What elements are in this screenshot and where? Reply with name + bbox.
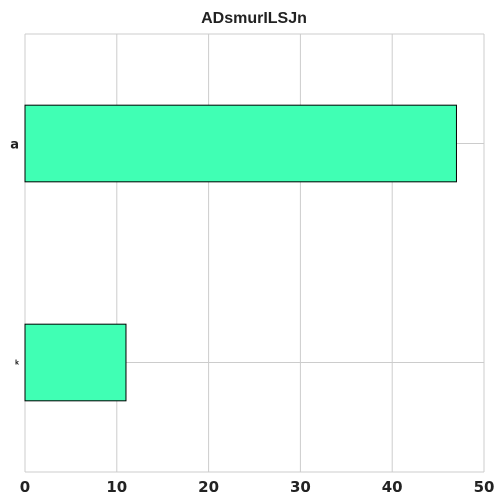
- x-tick-label: 20: [198, 478, 219, 496]
- y-tick-label-a: a: [10, 138, 19, 153]
- y-axis-labels: ak: [10, 138, 20, 367]
- bar-a: [24, 104, 457, 183]
- chart-title: ADsmurILSJn: [201, 10, 307, 27]
- x-tick-label: 0: [20, 478, 30, 496]
- grid: [24, 33, 485, 473]
- x-tick-label: 40: [382, 478, 403, 496]
- x-tick-label: 50: [474, 478, 495, 496]
- bars: [24, 104, 457, 402]
- y-tick-label-k: k: [15, 360, 20, 367]
- x-axis-ticks: 0 10 20 30 40 50: [20, 478, 495, 496]
- x-tick-label: 10: [106, 478, 127, 496]
- bar-k: [24, 323, 127, 402]
- x-tick-label: 30: [290, 478, 311, 496]
